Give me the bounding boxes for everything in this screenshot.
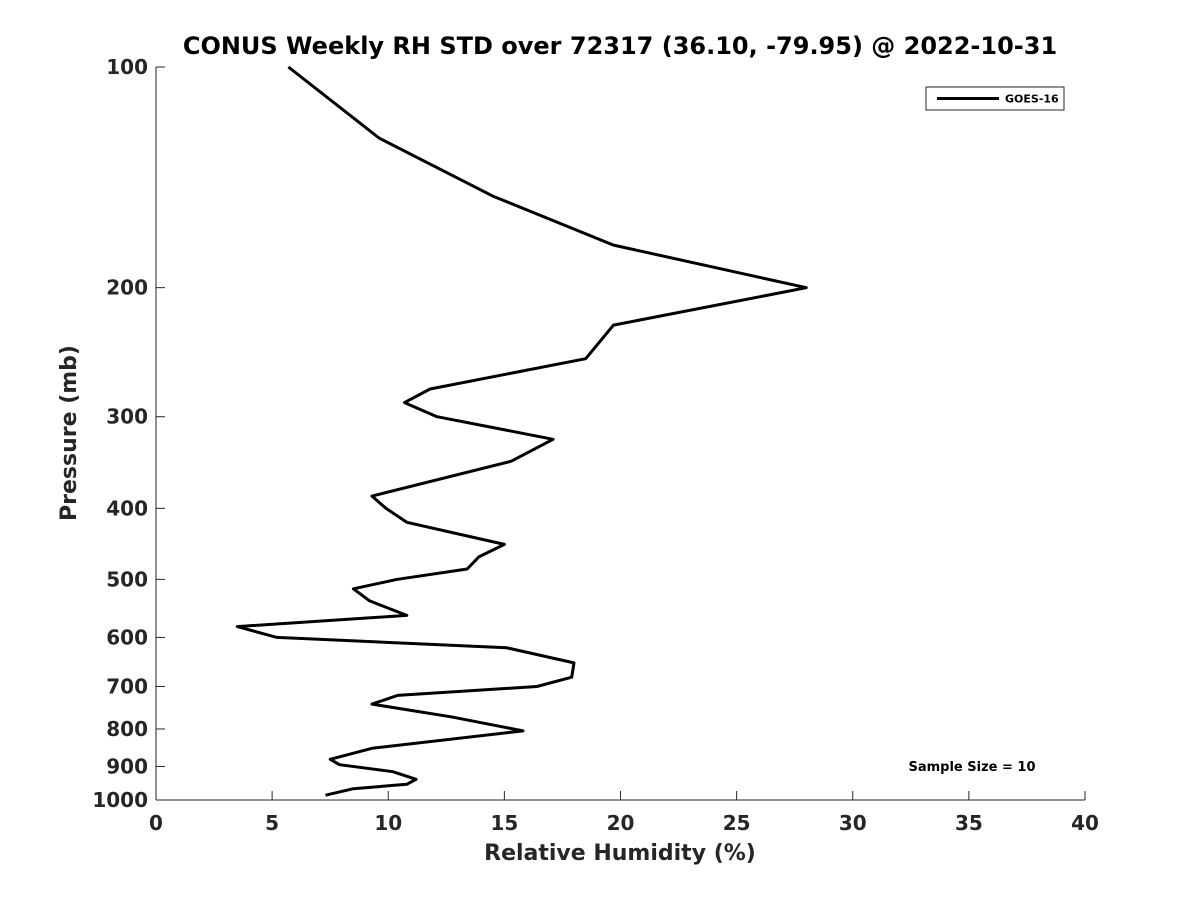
y-tick-label: 1000 <box>92 788 148 812</box>
x-tick-label: 0 <box>149 811 163 835</box>
x-tick-label: 30 <box>839 811 867 835</box>
x-tick-label: 25 <box>723 811 751 835</box>
series-layer <box>235 65 808 797</box>
y-tick-label: 400 <box>106 496 148 520</box>
y-tick-label: 200 <box>106 276 148 300</box>
axes: 0 5 10 15 20 25 30 35 40 100 200 300 400 500 600 700 800… <box>92 55 1099 835</box>
legend: GOES-16 <box>925 86 1065 111</box>
y-tick-label: 300 <box>106 405 148 429</box>
series-line-goes-16 <box>235 65 808 797</box>
x-tick-label: 10 <box>374 811 402 835</box>
y-axis-label: Pressure (mb) <box>57 345 82 521</box>
x-tick-label: 35 <box>955 811 983 835</box>
x-tick-label: 20 <box>607 811 635 835</box>
x-tick-label: 5 <box>265 811 279 835</box>
x-tick-label: 40 <box>1071 811 1099 835</box>
y-tick-label: 900 <box>106 754 148 778</box>
y-tick-label: 600 <box>106 625 148 649</box>
y-tick-label: 800 <box>106 717 148 741</box>
sample-size-annotation: Sample Size = 10 <box>908 760 1035 775</box>
y-tick-label: 500 <box>106 567 148 591</box>
legend-label: GOES-16 <box>1005 93 1059 106</box>
x-tick-label: 15 <box>490 811 518 835</box>
y-tick-label: 700 <box>106 674 148 698</box>
y-tick-label: 100 <box>106 55 148 79</box>
plot-area <box>156 67 1085 800</box>
x-axis-label: Relative Humidity (%) <box>484 841 756 866</box>
chart-title: CONUS Weekly RH STD over 72317 (36.10, -… <box>183 32 1057 60</box>
